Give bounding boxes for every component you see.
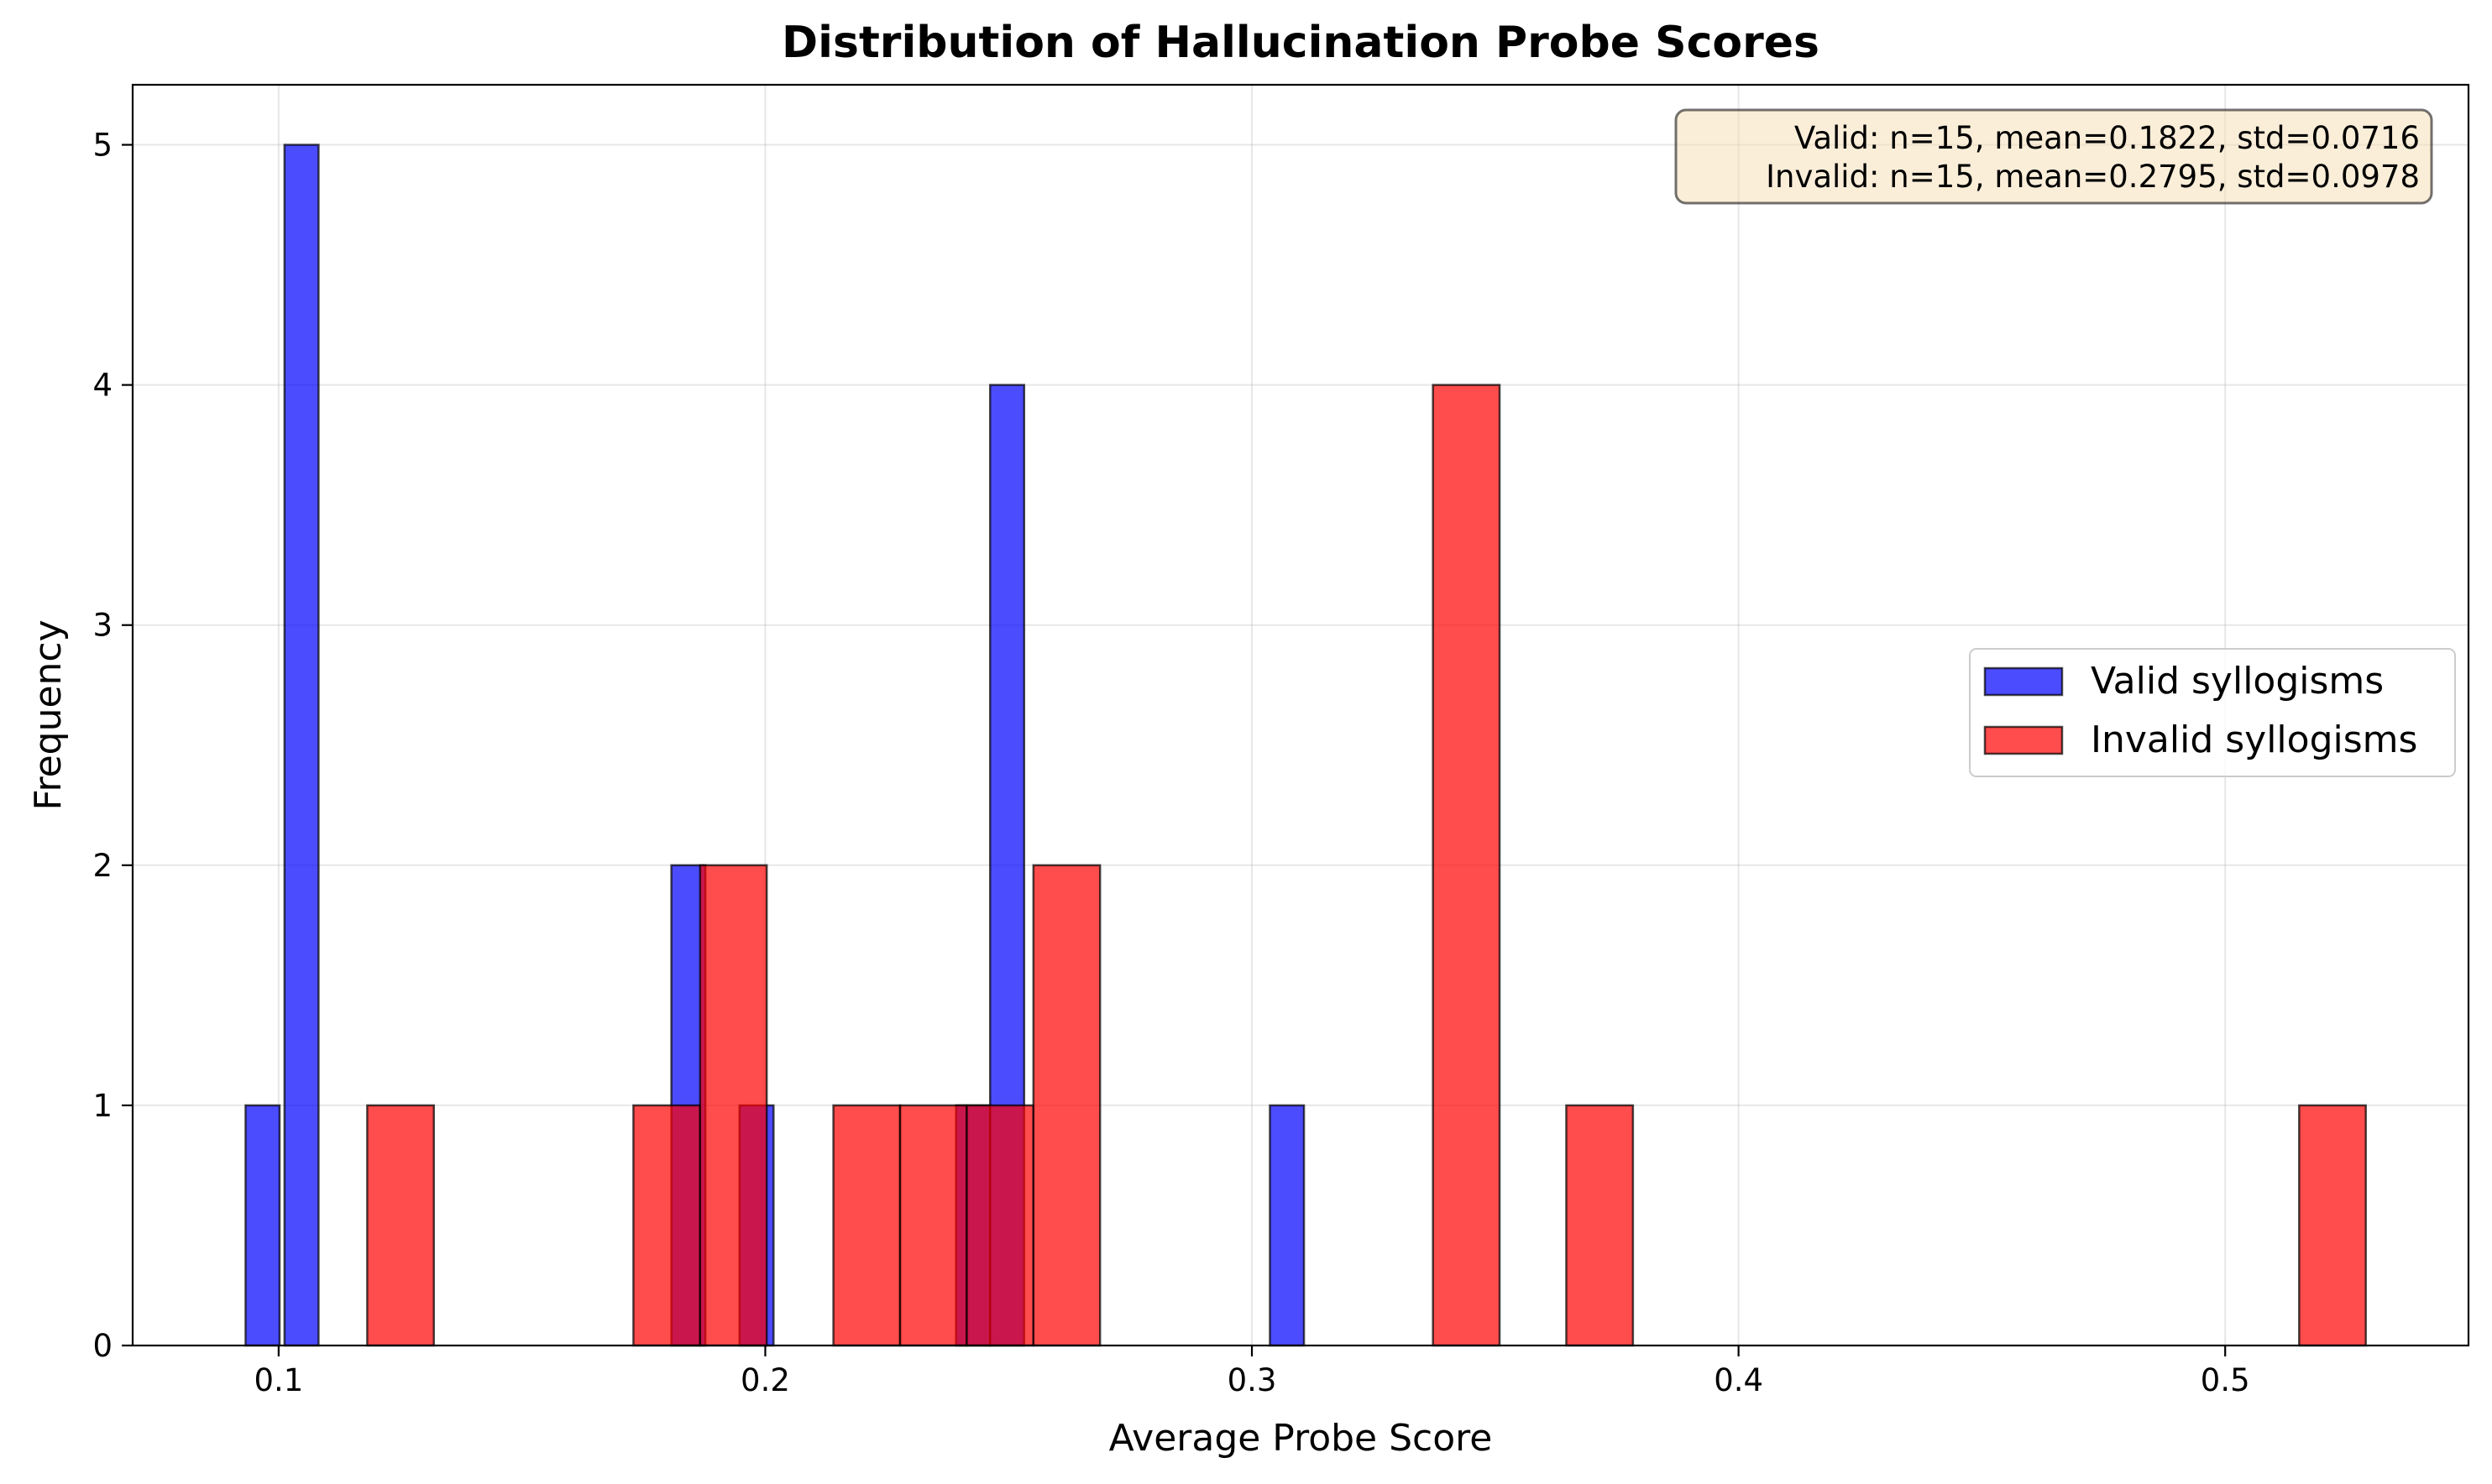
- y-axis-label: Frequency: [27, 619, 70, 810]
- legend-label-invalid: Invalid syllogisms: [2091, 718, 2417, 761]
- stats-box-background: [1674, 108, 2433, 205]
- valid-bar-1: [283, 144, 320, 1347]
- invalid-bar-1: [632, 1104, 702, 1347]
- legend-label-valid: Valid syllogisms: [2091, 660, 2384, 703]
- invalid-bar-9: [2298, 1104, 2367, 1347]
- legend-swatch-invalid: [1983, 725, 2064, 755]
- x-tick-label-2: 0.3: [1228, 1362, 1277, 1398]
- invalid-bar-8: [1565, 1104, 1635, 1347]
- x-tick-label-4: 0.5: [2201, 1362, 2250, 1398]
- invalid-bar-7: [1432, 384, 1501, 1347]
- legend-frame: [1969, 648, 2456, 777]
- invalid-bar-5: [966, 1104, 1035, 1347]
- y-tick-label-3: 3: [92, 608, 113, 644]
- x-tick-label-1: 0.2: [741, 1362, 790, 1398]
- x-tick-label-0: 0.1: [254, 1362, 303, 1398]
- y-tick-label-4: 4: [92, 368, 113, 404]
- y-tick-label-2: 2: [92, 848, 113, 884]
- valid-series-bars: [244, 144, 1306, 1347]
- chart-title: Distribution of Hallucination Probe Scor…: [782, 18, 1819, 68]
- stats-valid-text: Valid: n=15, mean=0.1822, std=0.0716: [1794, 120, 2420, 156]
- plot-frame: [131, 83, 2470, 1347]
- legend-swatch-valid: [1983, 666, 2064, 697]
- stats-invalid-text: Invalid: n=15, mean=0.2795, std=0.0978: [1766, 159, 2420, 195]
- y-tick-label-0: 0: [92, 1328, 113, 1364]
- invalid-bar-2: [699, 864, 768, 1347]
- invalid-bar-0: [366, 1104, 436, 1347]
- invalid-bar-6: [1032, 864, 1102, 1347]
- y-axis-ticks: 0 1 2 3 4 5: [92, 128, 133, 1364]
- y-tick-label-5: 5: [92, 128, 113, 164]
- legend: Valid syllogisms Invalid syllogisms: [1969, 648, 2456, 777]
- x-tick-label-3: 0.4: [1714, 1362, 1763, 1398]
- x-axis-label: Average Probe Score: [1109, 1417, 1493, 1460]
- valid-bar-0: [244, 1104, 281, 1347]
- invalid-bar-3: [832, 1104, 902, 1347]
- invalid-bar-4: [898, 1104, 968, 1347]
- valid-bar-6: [1269, 1104, 1306, 1347]
- x-axis-ticks: 0.1 0.2 0.3 0.4 0.5: [254, 1346, 2250, 1398]
- y-tick-label-1: 1: [92, 1088, 113, 1124]
- stats-box: Valid: n=15, mean=0.1822, std=0.0716 Inv…: [1674, 108, 2433, 205]
